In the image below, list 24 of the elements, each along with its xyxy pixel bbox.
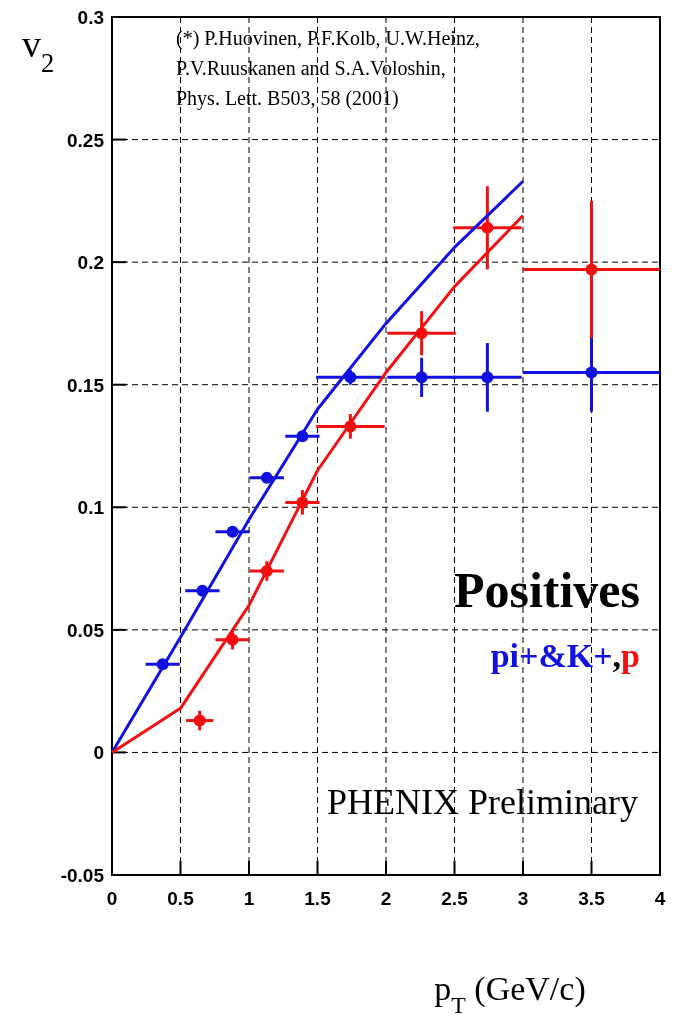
y-tick-label: 0.05 bbox=[67, 619, 105, 641]
x-tick-label: 1 bbox=[243, 888, 255, 909]
annotation: , bbox=[612, 636, 622, 674]
y-tick-label: 0.1 bbox=[77, 497, 105, 519]
y-tick-label: -0.05 bbox=[60, 865, 105, 886]
y-tick-label: 0 bbox=[93, 742, 104, 764]
x-tick-label: 3.5 bbox=[578, 888, 606, 909]
y-axis-title: v$_{2}$ bbox=[22, 23, 55, 78]
x-tick-label: 0 bbox=[106, 888, 118, 909]
y-tick-label: 0.25 bbox=[67, 129, 105, 151]
y-tick-label: 0.3 bbox=[77, 7, 104, 28]
x-tick-label: 1.5 bbox=[304, 888, 332, 909]
x-tick-label: 2.5 bbox=[441, 888, 469, 909]
x-tick-label: 3 bbox=[517, 888, 529, 909]
text: p bbox=[621, 636, 640, 674]
x-axis-title: p$_{T}$ (GeV/c) bbox=[434, 970, 586, 1014]
annotation: PHENIX Preliminary bbox=[327, 781, 638, 822]
x-tick-label: 4 bbox=[654, 888, 666, 909]
legend-title: Positives bbox=[453, 561, 640, 618]
text: pi+&K+ bbox=[490, 636, 613, 674]
x-tick-label: 2 bbox=[380, 888, 392, 909]
x-tick-label: 0.5 bbox=[167, 888, 195, 909]
y-tick-label: 0.15 bbox=[67, 374, 105, 396]
y-tick-label: 0.2 bbox=[77, 252, 104, 274]
